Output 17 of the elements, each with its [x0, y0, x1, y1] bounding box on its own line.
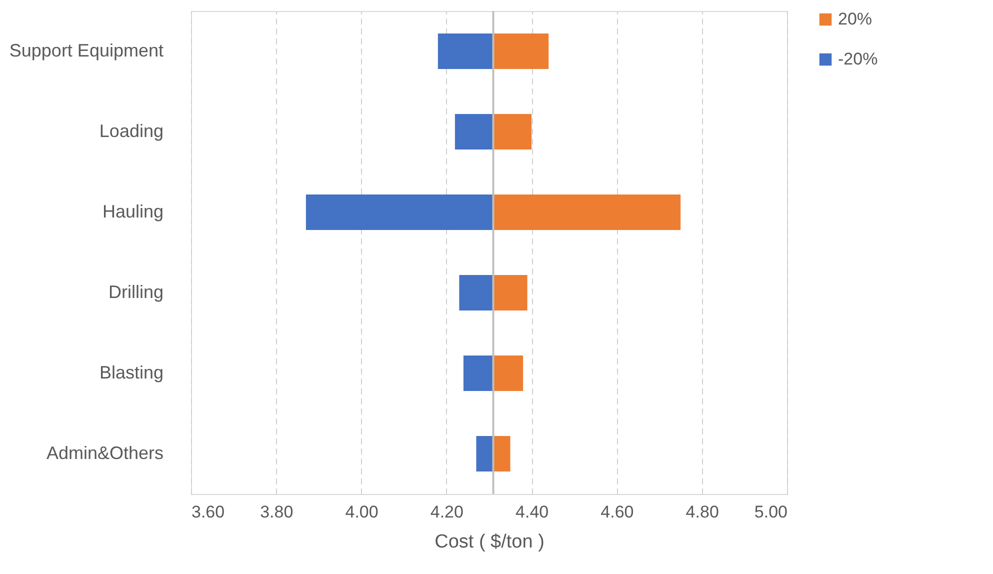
y-tick-label: Admin&Others — [46, 442, 164, 463]
x-tick-label: 4.00 — [345, 502, 378, 522]
legend-label: 20% — [838, 10, 872, 28]
x-tick-label: 3.80 — [260, 502, 294, 522]
y-tick-label: Drilling — [108, 282, 164, 302]
legend-label: -20% — [838, 50, 878, 68]
y-tick-label: Hauling — [102, 201, 164, 222]
y-tick-label: Support Equipment — [9, 40, 164, 60]
x-tick-label: 4.40 — [516, 502, 549, 522]
x-tick-label: 4.60 — [600, 502, 634, 522]
y-tick-label: Blasting — [99, 362, 164, 382]
y-tick-label: Loading — [99, 120, 164, 141]
x-axis-title: Cost ( $/ton ) — [434, 532, 544, 552]
x-tick-label: 4.80 — [686, 502, 719, 522]
x-tick-label: 4.20 — [430, 502, 464, 522]
x-tick-label: 3.60 — [192, 502, 225, 522]
x-tick-label: 5.00 — [754, 502, 788, 522]
